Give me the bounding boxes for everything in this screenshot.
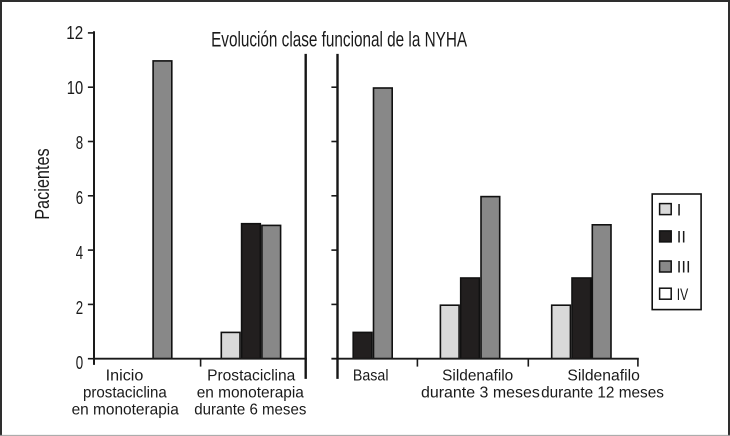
- svg-text:II: II: [677, 229, 686, 247]
- svg-text:6: 6: [76, 187, 83, 208]
- svg-text:en monoterapia: en monoterapia: [197, 384, 304, 401]
- svg-text:0: 0: [76, 352, 83, 373]
- svg-text:Sildenafilo: Sildenafilo: [567, 367, 639, 384]
- svg-text:IV: IV: [677, 286, 689, 304]
- svg-text:8: 8: [76, 132, 83, 153]
- svg-text:Inicio: Inicio: [106, 367, 144, 384]
- svg-text:Prostaciclina: Prostaciclina: [207, 367, 295, 384]
- svg-text:4: 4: [76, 242, 83, 263]
- svg-text:10: 10: [67, 77, 83, 98]
- svg-text:en monoterapia: en monoterapia: [72, 401, 179, 418]
- svg-text:Evolución clase funcional de l: Evolución clase funcional de la NYHA: [211, 29, 467, 52]
- svg-text:III: III: [677, 259, 691, 277]
- svg-text:durante 6 meses: durante 6 meses: [194, 401, 306, 418]
- svg-text:Basal: Basal: [353, 367, 389, 384]
- svg-text:durante 12 meses: durante 12 meses: [541, 384, 664, 401]
- svg-text:2: 2: [76, 297, 83, 318]
- svg-text:prostaciclina: prostaciclina: [83, 384, 167, 401]
- svg-text:Sildenafilo: Sildenafilo: [442, 367, 513, 384]
- svg-text:durante 3 meses: durante 3 meses: [421, 384, 540, 401]
- svg-text:Pacientes: Pacientes: [32, 148, 54, 220]
- svg-text:I: I: [677, 201, 682, 219]
- svg-text:12: 12: [66, 22, 83, 43]
